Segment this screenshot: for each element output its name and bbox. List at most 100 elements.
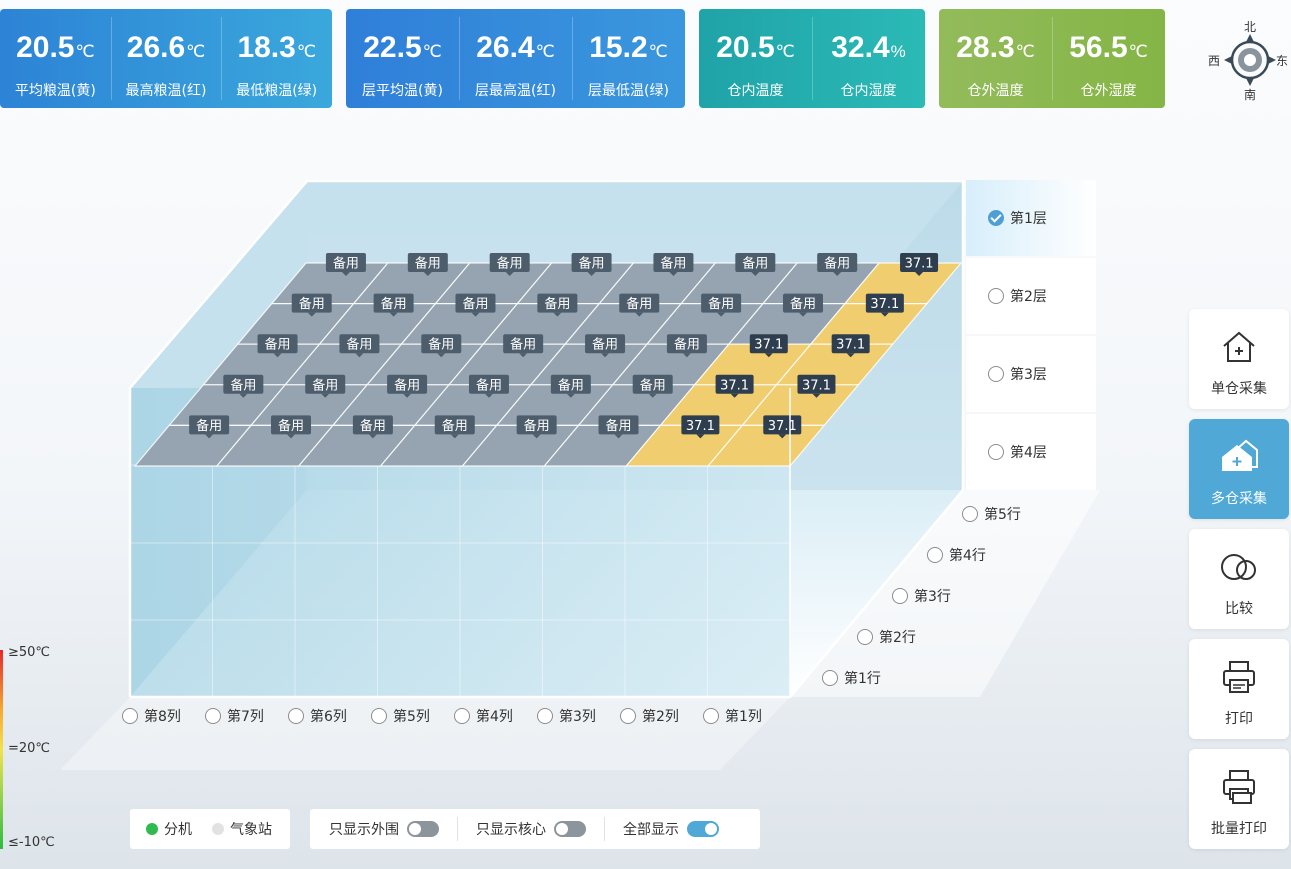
toggle-switch[interactable] [407,821,439,837]
tag-bg [503,334,544,354]
layer-max-temp-value: 26.4 [476,31,535,64]
tag-bg [632,374,673,394]
radio-icon [962,506,978,522]
compare-button[interactable]: 比较 [1189,529,1289,629]
cell-value-tag: 备用 [339,334,380,358]
tool-label: 批量打印 [1211,821,1267,837]
print-button[interactable]: 打印 [1189,639,1289,739]
tag-bg [537,293,578,313]
column-strip-area [60,697,790,770]
cell-value: 备用 [346,337,372,353]
cell-value: 备用 [381,296,407,312]
radio-icon [454,708,470,724]
cell-value: 备用 [196,418,222,434]
column-option-8[interactable]: 第8列 [122,706,181,726]
max-grain-temp-value: 26.6 [126,31,186,64]
layer-min-temp-stat: 15.2℃ 层最低温(绿) [572,9,685,108]
tag-pointer [614,434,623,439]
filter-option-outer[interactable]: 只显示外围 [329,819,439,839]
column-option-3[interactable]: 第3列 [537,706,596,726]
layer-option-2[interactable]: 第2层 [966,258,1096,334]
cell-value: 备用 [278,418,304,434]
tag-bg [257,334,298,354]
unit: ℃ [1015,42,1035,61]
filter-option-core[interactable]: 只显示核心 [476,819,586,839]
cell-value: 备用 [230,377,256,393]
radio-icon [822,670,838,686]
warehouse-temp-stat: 20.5℃ 仓内温度 [699,9,812,108]
column-option-2[interactable]: 第2列 [620,706,679,726]
tag-bg [407,253,448,272]
unit: ℃ [296,42,316,61]
radio-icon [122,708,138,724]
radio-icon [988,366,1004,382]
tag-bg [291,293,332,313]
cell-value-tag: 备用 [407,253,448,276]
max-grain-temp-label: 最高粮温(红) [125,83,207,99]
row-option-4[interactable]: 第4行 [927,545,986,565]
tag-pointer [450,434,459,439]
tool-label: 多仓采集 [1211,491,1267,507]
single-warehouse-collect-button[interactable]: 单仓采集 [1189,309,1289,409]
min-grain-temp-value: 18.3 [237,31,296,64]
cell-value: 37.1 [802,378,831,393]
divider [457,817,458,841]
cell-value-tag: 备用 [291,293,332,317]
cell-value-tag: 备用 [666,334,707,358]
cell-value-tag: 备用 [434,415,475,439]
outdoor-temp-stat: 28.3℃ 仓外温度 [939,9,1052,108]
cell-value-tag: 备用 [817,253,858,276]
column-option-4[interactable]: 第4列 [454,706,513,726]
tag-pointer [341,272,350,276]
filter-label: 只显示外围 [329,822,399,838]
column-option-6[interactable]: 第6列 [288,706,347,726]
filter-label: 全部显示 [623,822,679,838]
outdoor-temp-label: 仓外温度 [967,83,1024,99]
row-option-5[interactable]: 第5行 [962,504,1021,524]
cell-value-tag: 备用 [550,374,591,398]
cell-value: 备用 [428,337,454,353]
toggle-switch[interactable] [554,821,586,837]
tag-pointer [484,393,493,398]
tag-bg [352,415,393,435]
cell-value-tag: 备用 [585,334,626,358]
tag-bg [421,334,462,354]
radio-icon [205,708,221,724]
column-option-7[interactable]: 第7列 [205,706,264,726]
cell-value-tag: 备用 [571,253,612,276]
cell-value: 备用 [360,418,386,434]
compare-circles-icon [1221,554,1256,580]
tag-bg [715,374,754,394]
layer-max-temp-stat: 26.4℃ 层最高温(红) [459,9,572,108]
column-option-1[interactable]: 第1列 [703,706,762,726]
layer-option-4[interactable]: 第4层 [966,414,1096,490]
cell-value-tag: 37.1 [797,374,836,398]
row-option-3[interactable]: 第3行 [892,586,951,606]
column-label: 第6列 [310,709,347,725]
row-strip-area [790,490,1100,697]
tool-label: 单仓采集 [1211,381,1267,397]
cell-value-tag: 备用 [352,415,393,439]
tag-pointer [519,353,528,358]
cell-value-tag: 37.1 [681,415,720,439]
cell-value-tag: 备用 [619,293,660,317]
warehouse-climate-card: 20.5℃ 仓内温度 32.4% 仓内湿度 [699,9,925,108]
toggle-switch[interactable] [687,821,719,837]
row-option-1[interactable]: 第1行 [822,668,881,688]
layer-option-3[interactable]: 第3层 [966,336,1096,412]
cell-value-tag: 备用 [257,334,298,358]
cell-value: 备用 [299,296,325,312]
tag-bg [865,293,904,313]
column-option-5[interactable]: 第5列 [371,706,430,726]
multi-warehouse-collect-button[interactable]: 多仓采集 [1189,419,1289,519]
row-option-2[interactable]: 第2行 [857,627,916,647]
filter-option-all[interactable]: 全部显示 [623,819,719,839]
weather-station-dot-icon [212,823,224,835]
layer-min-temp-label: 层最低温(绿) [588,83,669,99]
outdoor-humidity-label: 仓外湿度 [1080,83,1137,99]
cell-value: 备用 [476,377,502,393]
tag-pointer [778,434,787,439]
avg-grain-temp-stat: 20.5℃ 平均粮温(黄) [0,9,111,108]
batch-print-button[interactable]: 批量打印 [1189,749,1289,849]
layer-option-1[interactable]: 第1层 [966,180,1096,256]
